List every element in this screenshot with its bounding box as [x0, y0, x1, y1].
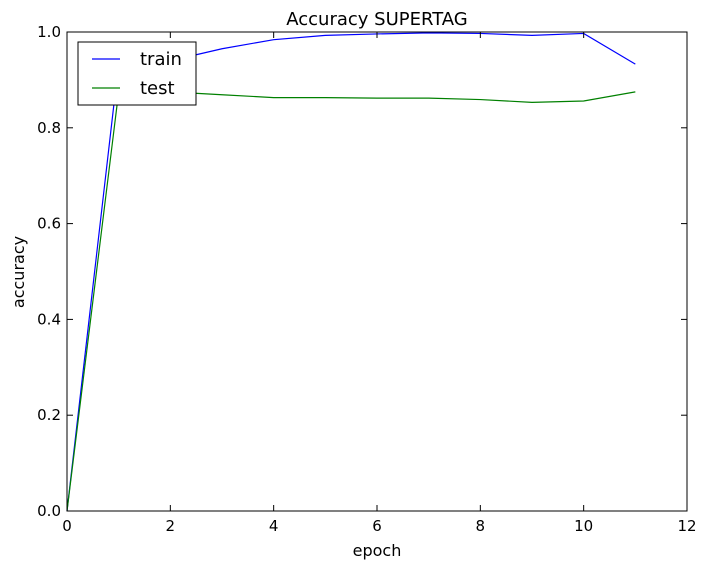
legend-frame: [77, 41, 197, 106]
x-axis-label: epoch: [353, 541, 402, 560]
x-tick-label: 10: [574, 517, 593, 535]
x-tick-label: 4: [269, 517, 279, 535]
legend-label-train: train: [140, 49, 182, 70]
x-tick-label: 8: [476, 517, 486, 535]
x-tick-label: 0: [62, 517, 72, 535]
x-tick-label: 12: [677, 517, 696, 535]
y-axis-label: accuracy: [9, 236, 28, 308]
y-tick-label: 0.2: [37, 406, 61, 424]
y-tick-label: 1.0: [37, 23, 61, 41]
legend: train test: [77, 41, 197, 106]
x-tick-label: 6: [372, 517, 382, 535]
y-tick-label: 0.6: [37, 215, 61, 233]
x-tick-label: 2: [166, 517, 176, 535]
chart-title: Accuracy SUPERTAG: [286, 9, 467, 30]
y-tick-label: 0.8: [37, 119, 61, 137]
ticks-layer: 0 2 4 6 8 10 12 0.0 0.2 0.4 0.6 0.8 1.0: [37, 23, 696, 535]
legend-label-test: test: [140, 78, 175, 99]
y-tick-label: 0.4: [37, 310, 61, 328]
y-tick-label: 0.0: [37, 502, 61, 520]
